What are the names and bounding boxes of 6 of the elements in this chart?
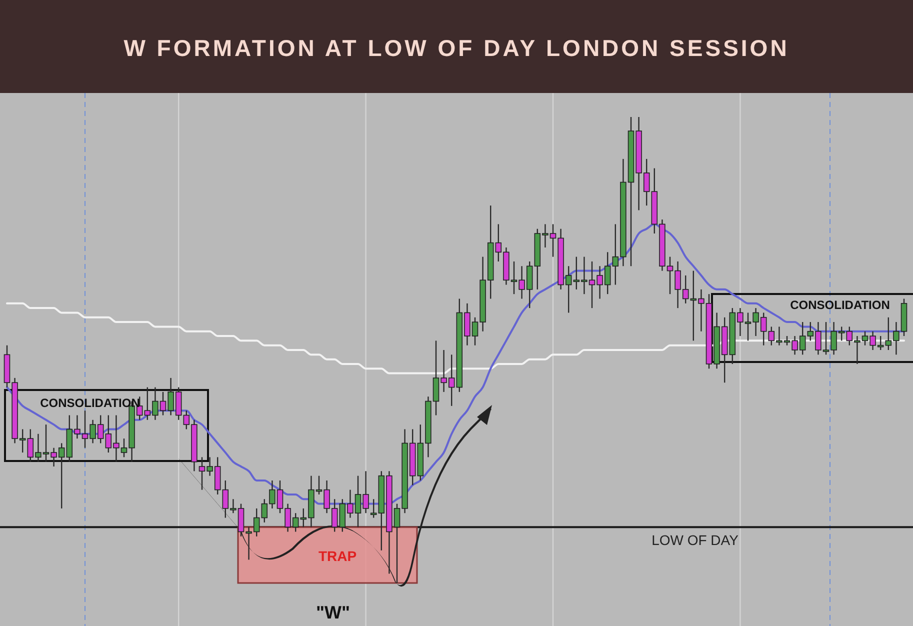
annotation: CONSOLIDATION [790, 298, 890, 312]
text: "W" [316, 602, 350, 622]
band-label: TRAP [318, 548, 357, 564]
chart-title: W FORMATION AT LOW OF DAY LONDON SESSION [124, 35, 790, 61]
ref-line-label: LOW OF DAY [652, 532, 740, 548]
candlestick [370, 498, 377, 518]
